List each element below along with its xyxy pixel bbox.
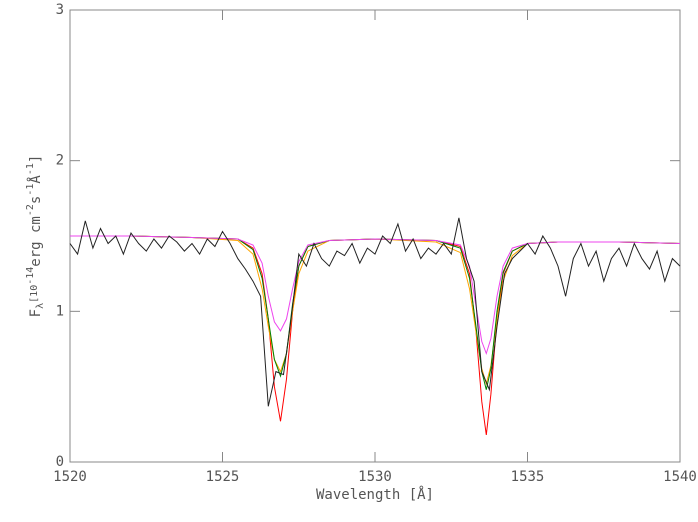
y-label-part: λ	[35, 303, 46, 309]
plot-frame	[69, 9, 681, 463]
spectrum-line	[69, 217, 681, 407]
y-label-part: -1	[25, 184, 36, 196]
y-axis-label: Fλ[10-14erg cm-2s-1Å-1]	[25, 155, 46, 318]
spectrum-line	[70, 235, 681, 356]
y-label-part: ]	[28, 155, 44, 163]
y-label-part: -1	[25, 163, 36, 175]
y-label-part: F	[28, 309, 44, 317]
y-tick-label: 1	[56, 303, 64, 319]
x-tick-label: 1535	[511, 469, 545, 485]
x-axis-label: Wavelength [Å]	[316, 486, 434, 503]
x-tick-label: 1525	[206, 469, 240, 485]
y-label-part: -2	[25, 204, 36, 216]
y-tick-label: 2	[56, 153, 64, 169]
y-label-part: Å	[27, 175, 44, 184]
spectrum-line	[70, 235, 681, 386]
y-label-part: [10	[29, 285, 40, 303]
x-tick-label: 1530	[358, 469, 392, 485]
y-tick-label: 0	[56, 454, 64, 470]
x-tick-label: 1540	[663, 469, 697, 485]
y-label-part: -14	[25, 267, 36, 285]
y-label-part: s	[28, 196, 44, 204]
y-label-part: erg cm	[28, 216, 44, 267]
x-tick-label: 1520	[53, 469, 87, 485]
y-tick-label: 3	[56, 2, 64, 18]
spectrum-line	[70, 235, 681, 390]
